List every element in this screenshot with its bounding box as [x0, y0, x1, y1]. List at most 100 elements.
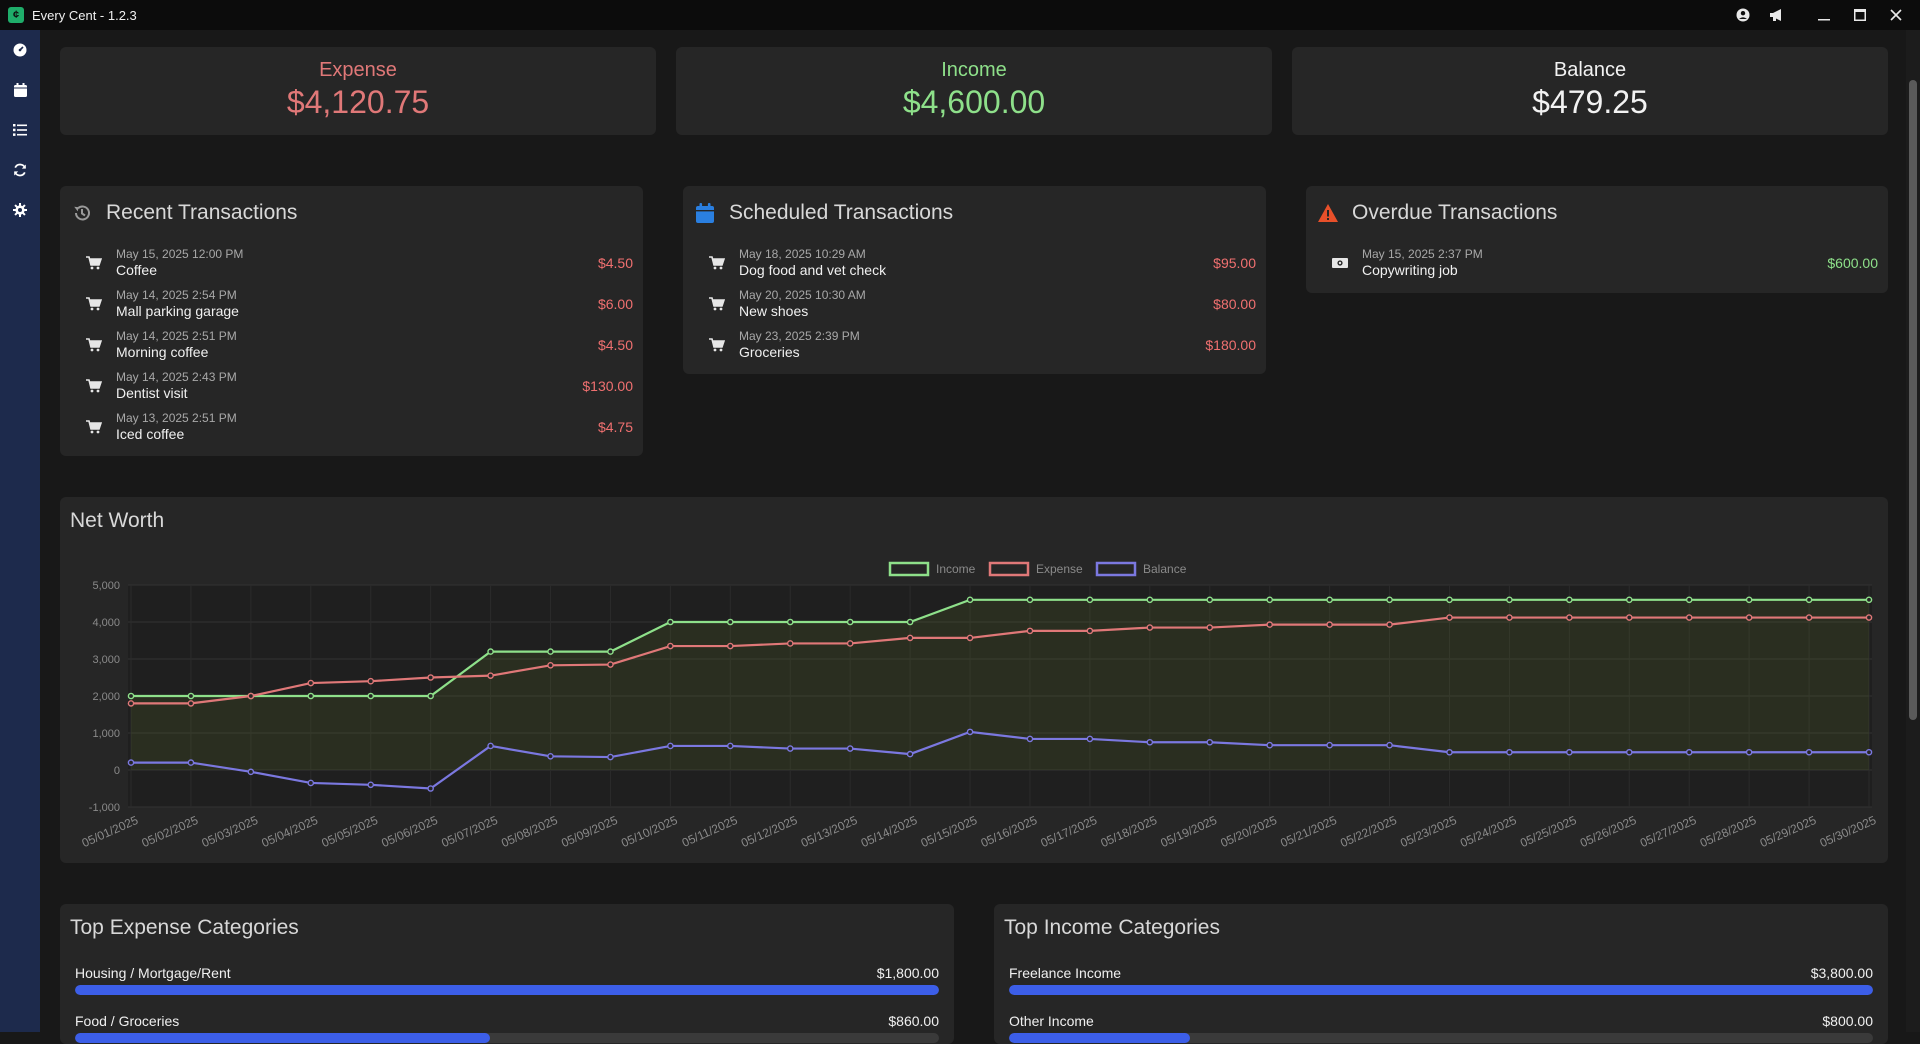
calendar-icon — [693, 201, 717, 225]
legend-label-balance: Balance — [1143, 562, 1187, 576]
data-point-balance — [1446, 748, 1453, 756]
transaction-details: May 15, 2025 2:37 PM Copywriting job — [1362, 247, 1827, 278]
data-point-balance — [727, 742, 734, 750]
data-point-expense — [1026, 627, 1034, 635]
top-expense-categories-title: Top Expense Categories — [70, 916, 299, 939]
data-point-expense — [1326, 621, 1333, 628]
transaction-row[interactable]: May 14, 2025 2:51 PM Morning coffee $4.50 — [60, 324, 643, 365]
category-bar-track — [75, 1033, 939, 1043]
cart-icon — [82, 255, 106, 270]
data-point-expense — [367, 677, 375, 685]
data-point-income — [1685, 596, 1693, 604]
income-value: $4,600.00 — [902, 84, 1046, 120]
scrollbar-thumb[interactable] — [1909, 80, 1917, 720]
sidebar-item-calendar[interactable] — [0, 70, 40, 110]
top-income-categories-title: Top Income Categories — [1004, 916, 1220, 939]
transaction-row[interactable]: May 15, 2025 2:37 PM Copywriting job $600.… — [1306, 242, 1888, 283]
transaction-name: Mall parking garage — [116, 303, 239, 319]
transaction-date: May 13, 2025 2:51 PM — [116, 411, 237, 425]
transaction-date: May 14, 2025 2:51 PM — [116, 329, 237, 343]
expense-value: $4,120.75 — [286, 84, 430, 120]
data-point-balance — [1745, 748, 1753, 756]
x-tick-label: 05/24/2025 — [1458, 813, 1519, 850]
close-button[interactable] — [1878, 0, 1914, 30]
transaction-row[interactable]: May 23, 2025 2:39 PM Groceries $180.00 — [683, 324, 1266, 365]
sidebar-item-transactions[interactable] — [0, 110, 40, 150]
category-line: Food / Groceries $860.00 — [75, 1013, 939, 1029]
data-point-balance — [1026, 735, 1034, 743]
data-point-balance — [247, 768, 255, 776]
top-income-categories-card: Top Income Categories Freelance Income $3… — [994, 904, 1888, 1044]
data-point-balance — [966, 728, 974, 736]
announcement-icon[interactable] — [1760, 0, 1794, 30]
x-tick-label: 05/21/2025 — [1278, 813, 1339, 850]
data-point-income — [547, 648, 554, 655]
transaction-name: Groceries — [739, 344, 800, 360]
data-point-expense — [727, 642, 734, 650]
data-point-expense — [1566, 614, 1573, 621]
data-point-income — [846, 618, 854, 626]
transaction-amount: $6.00 — [597, 295, 633, 312]
transaction-row[interactable]: May 20, 2025 10:30 AM New shoes $80.00 — [683, 283, 1266, 324]
data-point-balance — [127, 759, 135, 766]
data-point-balance — [786, 745, 794, 752]
maximize-button[interactable] — [1842, 0, 1878, 30]
transaction-row[interactable]: May 13, 2025 2:51 PM Iced coffee $4.75 — [60, 406, 643, 447]
income-label: Income — [941, 59, 1007, 81]
minimize-button[interactable] — [1806, 0, 1842, 30]
dashboard-icon — [13, 43, 27, 57]
data-point-income — [187, 692, 195, 700]
data-point-expense — [127, 700, 135, 707]
y-tick-label: 5,000 — [92, 580, 120, 592]
data-point-income — [1026, 596, 1034, 604]
category-amount: $1,800.00 — [876, 965, 939, 981]
data-point-income — [367, 692, 375, 700]
data-point-balance — [187, 759, 195, 766]
data-point-balance — [1805, 748, 1813, 756]
overdue-transactions-list: May 15, 2025 2:37 PM Copywriting job $600.… — [1306, 242, 1888, 283]
data-point-income — [1805, 596, 1813, 604]
x-tick-label: 05/27/2025 — [1638, 813, 1699, 850]
transaction-details: May 14, 2025 2:51 PM Morning coffee — [116, 329, 598, 360]
data-point-expense — [1266, 621, 1273, 628]
transaction-details: May 20, 2025 10:30 AM New shoes — [739, 288, 1213, 319]
transaction-row[interactable]: May 15, 2025 12:00 PM Coffee $4.50 — [60, 242, 643, 283]
legend-label-expense: Expense — [1036, 562, 1083, 576]
data-point-expense — [1446, 614, 1453, 621]
sidebar-item-recurring[interactable] — [0, 150, 40, 190]
data-point-income — [727, 618, 734, 626]
expense-label: Expense — [319, 59, 397, 81]
data-point-balance — [487, 742, 494, 750]
x-tick-label: 05/29/2025 — [1758, 813, 1819, 850]
data-point-income — [1086, 596, 1094, 604]
data-point-income — [1206, 596, 1214, 604]
transaction-date: May 23, 2025 2:39 PM — [739, 329, 860, 343]
list-icon — [13, 124, 27, 136]
x-tick-label: 05/17/2025 — [1039, 813, 1100, 850]
category-name: Freelance Income — [1009, 965, 1122, 981]
data-point-balance — [906, 750, 914, 758]
data-point-balance — [607, 753, 614, 761]
y-tick-label: 4,000 — [92, 617, 120, 629]
x-tick-label: 05/08/2025 — [499, 813, 560, 850]
sidebar-item-settings[interactable] — [0, 190, 40, 230]
data-point-balance — [1206, 738, 1214, 746]
account-icon[interactable] — [1726, 0, 1760, 30]
x-tick-label: 05/19/2025 — [1158, 813, 1219, 850]
data-point-expense — [187, 700, 195, 707]
data-point-balance — [1865, 748, 1873, 756]
category-row: Other Income $800.00 — [1009, 1013, 1873, 1043]
sidebar-item-dashboard[interactable] — [0, 30, 40, 70]
x-tick-label: 05/03/2025 — [200, 813, 261, 850]
data-point-balance — [367, 781, 375, 789]
legend-label-income: Income — [936, 562, 976, 576]
data-point-expense — [1805, 614, 1813, 621]
series-fill-income — [131, 599, 1869, 770]
title-actions — [1726, 0, 1920, 30]
transaction-row[interactable]: May 18, 2025 10:29 AM Dog food and vet ch… — [683, 242, 1266, 283]
transaction-row[interactable]: May 14, 2025 2:43 PM Dentist visit $130.00 — [60, 365, 643, 406]
transaction-row[interactable]: May 14, 2025 2:54 PM Mall parking garage $… — [60, 283, 643, 324]
category-bar-track — [75, 985, 939, 995]
category-name: Other Income — [1009, 1013, 1094, 1029]
data-point-income — [1326, 596, 1333, 604]
